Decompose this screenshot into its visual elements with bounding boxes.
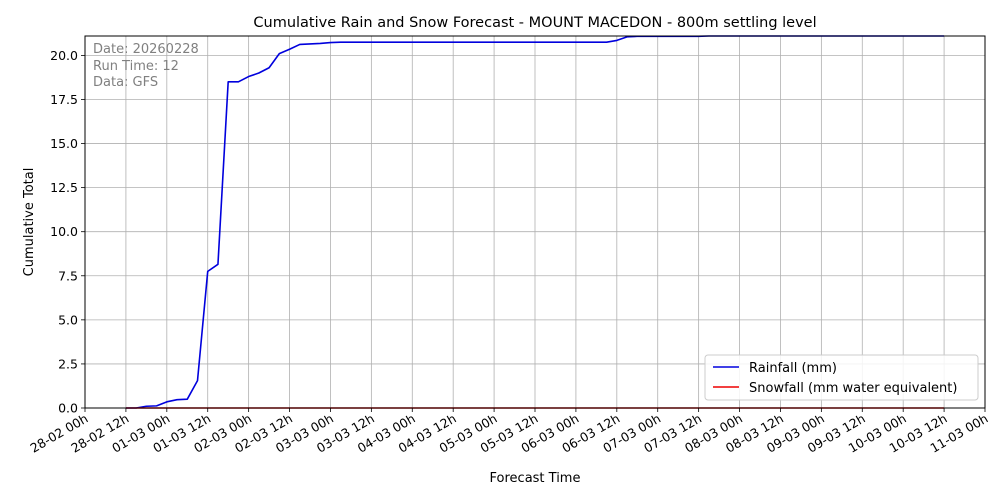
legend-label-snowfall: Snowfall (mm water equivalent): [749, 381, 957, 396]
y-axis-label: Cumulative Total: [22, 168, 37, 277]
info-data-source: Data: GFS: [93, 75, 158, 90]
y-tick-label: 2.5: [58, 356, 78, 371]
y-tick-label: 0.0: [58, 401, 78, 416]
y-tick-label: 17.5: [50, 92, 78, 107]
info-box: Date: 20260228 Run Time: 12 Data: GFS: [93, 42, 199, 90]
x-axis-label: Forecast Time: [490, 471, 581, 486]
legend-frame: [704, 354, 979, 401]
chart-title: Cumulative Rain and Snow Forecast - MOUN…: [253, 15, 816, 31]
y-tick-label: 20.0: [50, 48, 78, 63]
y-axis: 0.0 2.5 5.0 7.5 10.0 12.5 15.0 17.5 20.0: [50, 48, 85, 416]
y-tick-label: 5.0: [58, 312, 78, 327]
legend: Rainfall (mm) Snowfall (mm water equival…: [704, 354, 979, 401]
y-tick-label: 7.5: [58, 268, 78, 283]
info-date: Date: 20260228: [93, 42, 199, 57]
y-tick-label: 12.5: [50, 180, 78, 195]
y-tick-label: 10.0: [50, 224, 78, 239]
y-tick-label: 15.0: [50, 136, 78, 151]
legend-label-rainfall: Rainfall (mm): [749, 361, 837, 376]
info-run-time: Run Time: 12: [93, 59, 179, 74]
